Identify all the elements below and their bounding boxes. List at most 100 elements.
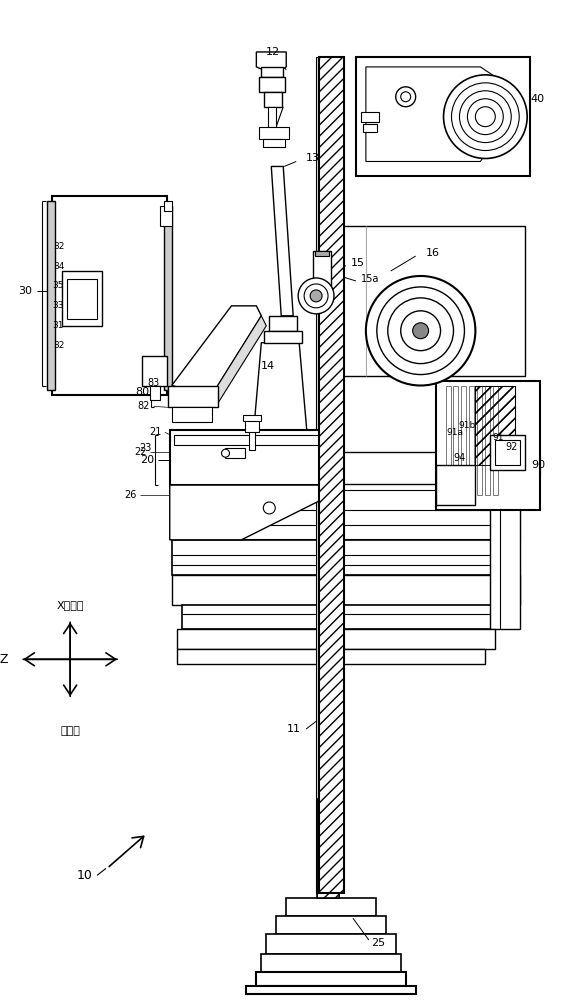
- Bar: [245, 420, 259, 432]
- Bar: [317, 799, 339, 898]
- Bar: [177, 629, 496, 649]
- Bar: [270, 316, 297, 331]
- Bar: [454, 386, 458, 495]
- Text: 11: 11: [287, 724, 301, 734]
- Circle shape: [388, 298, 454, 364]
- Circle shape: [298, 278, 334, 314]
- Polygon shape: [211, 316, 266, 405]
- Bar: [286, 898, 376, 916]
- Bar: [264, 92, 282, 107]
- Text: 10: 10: [76, 869, 92, 882]
- Bar: [249, 430, 255, 450]
- Bar: [172, 480, 520, 540]
- Polygon shape: [257, 52, 286, 70]
- Bar: [164, 201, 172, 211]
- Text: 92: 92: [505, 442, 518, 452]
- Bar: [172, 575, 520, 605]
- Bar: [446, 386, 450, 495]
- Circle shape: [401, 311, 441, 351]
- Bar: [493, 386, 498, 495]
- Bar: [276, 916, 386, 934]
- Text: 25: 25: [371, 938, 385, 948]
- Text: 94: 94: [453, 453, 466, 463]
- Bar: [313, 251, 331, 291]
- Text: 13: 13: [306, 153, 320, 163]
- Circle shape: [221, 449, 229, 457]
- Bar: [142, 356, 167, 386]
- Bar: [160, 206, 172, 226]
- Text: 12: 12: [266, 47, 280, 57]
- Bar: [475, 386, 515, 465]
- Text: 90: 90: [531, 460, 545, 470]
- Polygon shape: [172, 306, 262, 395]
- Text: 33: 33: [53, 301, 64, 310]
- Circle shape: [366, 276, 475, 386]
- Text: 26: 26: [124, 490, 137, 500]
- Bar: [225, 448, 245, 458]
- Bar: [259, 127, 289, 139]
- Bar: [173, 435, 321, 445]
- Bar: [316, 57, 321, 893]
- Bar: [319, 57, 344, 893]
- Polygon shape: [249, 343, 311, 480]
- Bar: [182, 605, 500, 629]
- Bar: [436, 465, 475, 505]
- Bar: [315, 251, 329, 256]
- Bar: [462, 386, 467, 495]
- Bar: [257, 972, 406, 986]
- Circle shape: [412, 323, 429, 339]
- Bar: [317, 799, 339, 898]
- Circle shape: [310, 290, 322, 302]
- Circle shape: [401, 92, 411, 102]
- Bar: [475, 386, 515, 465]
- Text: 31: 31: [53, 321, 64, 330]
- Bar: [363, 124, 377, 132]
- Bar: [264, 331, 302, 343]
- Bar: [268, 107, 276, 127]
- Text: 34: 34: [53, 262, 64, 271]
- Circle shape: [396, 87, 416, 107]
- Bar: [361, 112, 379, 122]
- Bar: [172, 540, 520, 575]
- Polygon shape: [271, 166, 293, 316]
- Circle shape: [459, 91, 511, 143]
- Bar: [47, 201, 55, 390]
- Bar: [262, 954, 401, 972]
- Circle shape: [263, 502, 275, 514]
- Bar: [323, 452, 488, 484]
- Bar: [168, 386, 218, 407]
- Bar: [477, 386, 483, 495]
- Polygon shape: [366, 67, 510, 161]
- Text: 30: 30: [18, 286, 32, 296]
- Bar: [331, 226, 525, 376]
- Text: 22: 22: [134, 447, 147, 457]
- Bar: [246, 986, 416, 994]
- Text: 91b: 91b: [458, 421, 475, 430]
- Circle shape: [475, 107, 496, 127]
- Bar: [356, 57, 530, 176]
- Bar: [436, 381, 540, 510]
- Text: 91: 91: [492, 433, 504, 442]
- Bar: [172, 407, 211, 422]
- Text: 32: 32: [53, 242, 64, 251]
- Text: 82: 82: [137, 401, 150, 411]
- Text: 16: 16: [425, 248, 440, 258]
- Text: 15a: 15a: [361, 274, 379, 284]
- Circle shape: [444, 75, 527, 158]
- Bar: [266, 934, 396, 954]
- Text: 40: 40: [530, 94, 544, 104]
- Bar: [164, 206, 172, 390]
- Text: 32: 32: [53, 341, 64, 350]
- Text: 15: 15: [351, 258, 365, 268]
- Bar: [262, 67, 283, 77]
- Circle shape: [377, 287, 464, 375]
- Bar: [496, 440, 520, 465]
- Text: 80: 80: [136, 387, 150, 397]
- Text: 21: 21: [149, 427, 162, 437]
- Bar: [263, 139, 285, 147]
- Text: Z: Z: [0, 653, 8, 666]
- Bar: [490, 435, 525, 470]
- Bar: [475, 386, 515, 465]
- Bar: [177, 649, 485, 664]
- Text: 20: 20: [140, 455, 154, 465]
